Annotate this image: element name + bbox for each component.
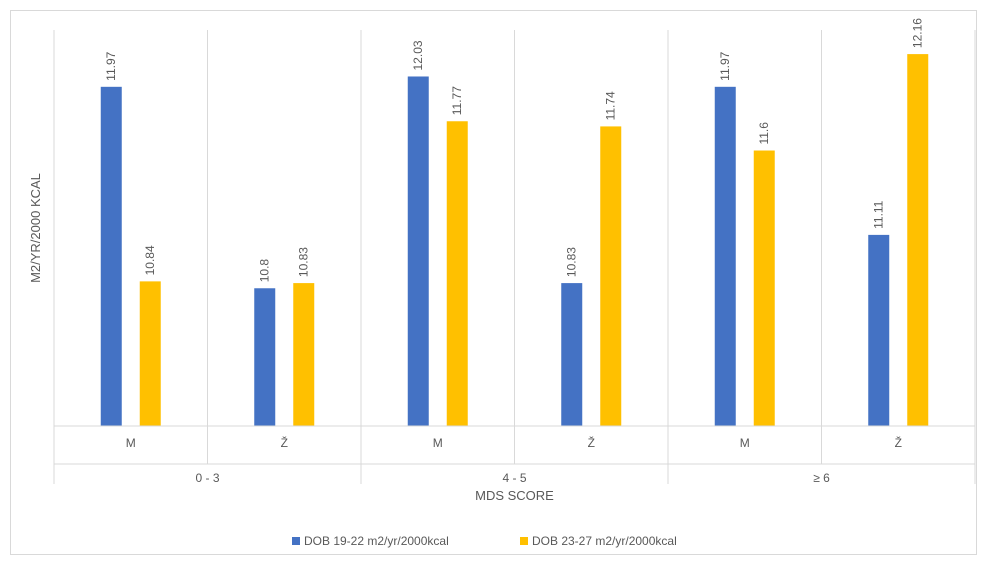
data-label-series-2-cat-6: 12.16 [911, 18, 925, 48]
data-label-series-1-cat-3: 12.03 [411, 40, 425, 70]
x-axis [54, 425, 975, 465]
bar-series-1-cat-3 [407, 76, 429, 427]
data-label-series-1-cat-4: 10.83 [565, 247, 579, 277]
group-label: 4 - 5 [502, 471, 526, 485]
category-label: M [433, 436, 443, 450]
y-axis-title: M2/YR/2000 KCAL [28, 173, 43, 283]
data-label-series-1-cat-5: 11.97 [718, 51, 732, 80]
data-label-series-1-cat-1: 11.97 [104, 51, 118, 80]
category-label: Ž [588, 435, 595, 450]
data-label-series-2-cat-1: 10.84 [143, 245, 157, 275]
bar-series-1-cat-4 [561, 283, 583, 426]
category-label: Ž [281, 435, 288, 450]
bar-series-2-cat-4 [600, 126, 622, 426]
category-label: Ž [895, 435, 902, 450]
chart-frame [10, 10, 977, 555]
legend-swatch-series-1 [292, 537, 300, 545]
data-label-series-2-cat-4: 11.74 [604, 91, 618, 120]
bar-series-2-cat-5 [753, 150, 775, 427]
data-label-series-1-cat-2: 10.8 [258, 259, 272, 283]
category-label: M [126, 436, 136, 450]
data-label-series-1-cat-6: 11.11 [872, 200, 886, 229]
bar-series-2-cat-1 [139, 281, 161, 426]
bar-series-2-cat-3 [446, 121, 468, 427]
data-label-series-2-cat-5: 11.6 [757, 122, 771, 145]
bar-series-1-cat-2 [254, 288, 276, 426]
bar-series-2-cat-2 [293, 283, 315, 426]
legend-label-series-2: DOB 23-27 m2/yr/2000kcal [532, 534, 677, 548]
gridlines [53, 30, 976, 484]
data-label-series-2-cat-2: 10.83 [297, 247, 311, 277]
data-labels: 11.97 10.84 10.8 10.83 12.03 11.77 10.83 11.74 1… [104, 18, 925, 283]
group-labels: 0 - 3 4 - 5 ≥ 6 [195, 471, 830, 485]
legend-label-series-1: DOB 19-22 m2/yr/2000kcal [304, 534, 449, 548]
x-axis-title: MDS SCORE [475, 488, 554, 503]
legend-swatch-series-2 [520, 537, 528, 545]
data-label-series-2-cat-3: 11.77 [450, 86, 464, 115]
bar-series-1-cat-5 [714, 86, 736, 427]
legend: DOB 19-22 m2/yr/2000kcal DOB 23-27 m2/yr… [292, 534, 677, 548]
bar-series-2-cat-6 [907, 54, 929, 427]
bar-series-1-cat-1 [100, 86, 122, 427]
group-label: 0 - 3 [195, 471, 219, 485]
bars [100, 54, 929, 427]
group-label: ≥ 6 [813, 471, 830, 485]
bar-series-1-cat-6 [868, 234, 890, 426]
category-label: M [740, 436, 750, 450]
